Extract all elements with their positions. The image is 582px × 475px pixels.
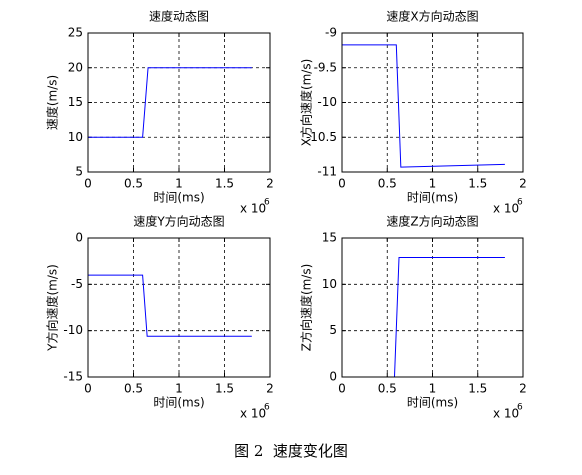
y-tick-label: 0 <box>75 231 83 245</box>
x-tick-label: 1.5 <box>468 382 487 396</box>
x-tick-label: 1 <box>175 177 183 191</box>
y-tick-label: 10 <box>322 277 337 291</box>
x-tick-label: 1 <box>429 177 437 191</box>
x-tick-label: 1.5 <box>215 177 234 191</box>
x-tick-label: 0 <box>338 177 346 191</box>
x-tick-label: 0 <box>84 177 92 191</box>
x-tick-label: 1.5 <box>468 177 487 191</box>
y-tick-label: -10.5 <box>306 130 337 144</box>
data-line <box>88 274 252 337</box>
x-tick-label: 0 <box>338 382 346 396</box>
y-tick-label: -10 <box>317 95 337 109</box>
axes-box <box>341 32 524 173</box>
y-axis-label: X方向速度(m/s) <box>299 59 314 147</box>
y-tick-label: 15 <box>68 95 83 109</box>
x-tick-label: 1 <box>175 382 183 396</box>
y-tick-label: -15 <box>63 370 83 384</box>
x-tick-label: 2 <box>519 177 527 191</box>
x-axis-label: 时间(ms) <box>407 396 458 410</box>
chart-title: 速度Y方向动态图 <box>133 214 224 229</box>
axes-box <box>87 237 271 378</box>
chart-title: 速度Z方向动态图 <box>386 214 478 229</box>
data-line <box>88 67 252 138</box>
x-tick-label: 0.5 <box>124 382 143 396</box>
chart-title: 速度X方向动态图 <box>386 9 478 24</box>
x-tick-label: 1.5 <box>215 382 234 396</box>
x-tick-label: 0.5 <box>378 382 397 396</box>
y-tick-label: 15 <box>322 231 337 245</box>
x-scale-exponent: 6 <box>517 403 523 413</box>
x-scale-exponent: 6 <box>264 198 270 208</box>
x-tick-label: 2 <box>266 382 274 396</box>
x-tick-label: 0.5 <box>378 177 397 191</box>
y-tick-label: -11 <box>317 165 337 179</box>
y-tick-label: -10 <box>63 323 83 337</box>
x-tick-label: 0 <box>84 382 92 396</box>
x-axis-label: 时间(ms) <box>407 191 458 205</box>
y-axis-label: Z方向速度(m/s) <box>299 264 314 352</box>
x-scale-exponent: 6 <box>264 403 270 413</box>
y-tick-label: -9 <box>325 26 337 40</box>
x-scale-label: x 10 <box>493 407 519 421</box>
x-tick-label: 1 <box>429 382 437 396</box>
y-tick-label: 5 <box>75 165 83 179</box>
x-scale-label: x 10 <box>240 202 266 216</box>
y-axis-label: 速度(m/s) <box>45 75 60 130</box>
y-tick-label: -9.5 <box>314 60 337 74</box>
y-tick-label: 20 <box>68 60 83 74</box>
figure-caption: 图 2 速度变化图 <box>234 442 348 460</box>
y-tick-label: -5 <box>71 277 83 291</box>
x-scale-label: x 10 <box>240 407 266 421</box>
x-axis-label: 时间(ms) <box>153 191 204 205</box>
x-tick-label: 2 <box>266 177 274 191</box>
x-scale-exponent: 6 <box>517 198 523 208</box>
data-line <box>342 44 505 168</box>
y-axis-label: Y方向速度(m/s) <box>45 264 60 352</box>
x-tick-label: 0.5 <box>124 177 143 191</box>
y-tick-label: 25 <box>68 26 83 40</box>
x-tick-label: 2 <box>519 382 527 396</box>
y-tick-label: 10 <box>68 130 83 144</box>
x-axis-label: 时间(ms) <box>153 396 204 410</box>
y-tick-label: 5 <box>329 323 337 337</box>
axes-box <box>341 237 524 378</box>
y-tick-label: 0 <box>329 370 337 384</box>
x-scale-label: x 10 <box>493 202 519 216</box>
chart-title: 速度动态图 <box>149 9 209 24</box>
axes-box <box>87 32 271 173</box>
